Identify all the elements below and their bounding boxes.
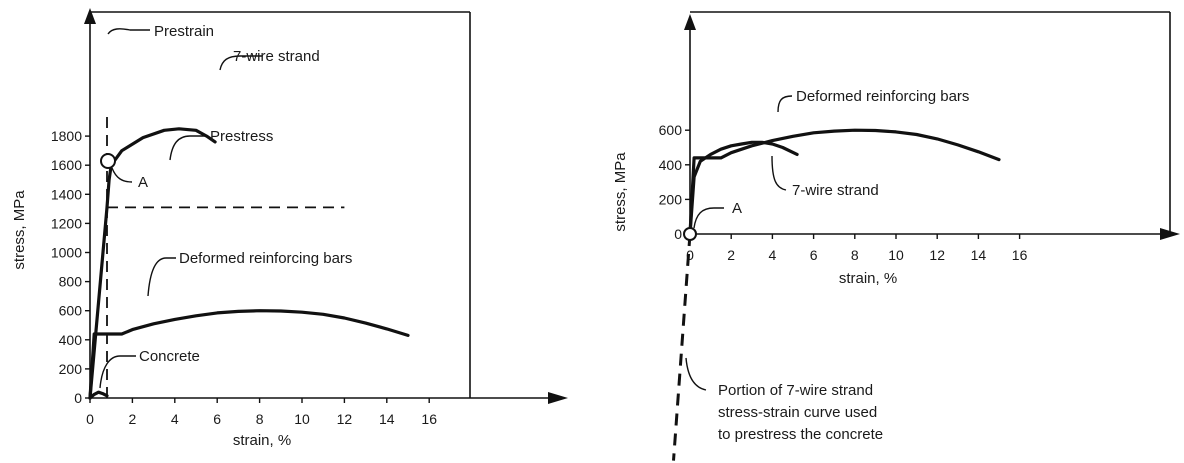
c1-y-axis-arrow <box>84 8 96 24</box>
c1-point-a-marker <box>100 153 116 169</box>
c2-label-portion-1: Portion of 7-wire strand <box>718 382 873 399</box>
y-tick-label: 1600 <box>51 157 82 173</box>
y-tick-label: 0 <box>74 390 82 406</box>
x-tick-label: 2 <box>129 411 137 427</box>
c2-y-ticks: 0 200 400 600 <box>659 122 690 242</box>
c1-x-ticks: 0 2 4 6 8 10 12 14 16 <box>86 398 437 427</box>
c1-label-a: A <box>138 174 148 191</box>
x-tick-label: 8 <box>851 247 859 263</box>
c1-leader-concrete <box>99 355 136 389</box>
x-tick-label: 8 <box>256 411 264 427</box>
c2-label-portion-3: to prestress the concrete <box>718 426 883 443</box>
c1-x-axis-label: strain, % <box>233 432 291 449</box>
c2-point-a-marker <box>683 227 697 241</box>
c2-leader-a <box>693 207 724 229</box>
c1-x-axis-arrow <box>548 392 568 404</box>
x-tick-label: 4 <box>171 411 179 427</box>
c1-label-prestrain: Prestrain <box>154 23 214 40</box>
x-tick-label: 12 <box>337 411 353 427</box>
c1-leader-prestress <box>169 135 205 161</box>
x-tick-label: 2 <box>727 247 735 263</box>
x-tick-label: 14 <box>971 247 987 263</box>
y-tick-label: 1000 <box>51 245 82 261</box>
c1-label-7wire: 7-wire strand <box>233 48 320 65</box>
c2-label-portion-2: stress-strain curve used <box>718 404 877 421</box>
y-tick-label: 600 <box>659 122 683 138</box>
right-chart: 0 200 400 600 0 2 4 6 8 10 12 14 16 stress, MPa str… <box>612 11 1180 461</box>
c1-leader-a <box>111 167 133 183</box>
c1-leader-7wire <box>219 55 262 71</box>
c1-label-bars: Deformed reinforcing bars <box>179 250 352 267</box>
c2-leader-bars <box>777 95 793 113</box>
c1-label-prestress: Prestress <box>210 128 273 145</box>
y-tick-label: 400 <box>659 157 683 173</box>
c2-leader-7wire <box>771 155 787 191</box>
left-chart: 0 200 400 600 800 1000 1200 1400 1600 1800 0 2 4 6 8 1… <box>11 8 568 449</box>
y-tick-label: 200 <box>59 361 83 377</box>
y-tick-label: 800 <box>59 274 83 290</box>
x-tick-label: 4 <box>769 247 777 263</box>
c2-series-group <box>672 128 1001 461</box>
c1-leader-prestrain <box>107 28 150 35</box>
c1-series-deformed-reinforcing-bars <box>88 309 410 400</box>
c1-series-concrete <box>88 390 109 400</box>
c2-x-axis-arrow <box>1160 228 1180 240</box>
y-tick-label: 1200 <box>51 215 82 231</box>
c2-series-deformed-reinforcing-bars <box>688 128 1001 236</box>
c2-series-7-wire-strand <box>688 140 799 236</box>
x-tick-label: 14 <box>379 411 395 427</box>
x-tick-label: 12 <box>929 247 945 263</box>
c1-y-ticks: 0 200 400 600 800 1000 1200 1400 1600 1800 <box>51 128 90 406</box>
y-tick-label: 1800 <box>51 128 82 144</box>
c1-y-axis-label: stress, MPa <box>11 190 28 270</box>
c1-label-concrete: Concrete <box>139 348 200 365</box>
x-tick-label: 16 <box>421 411 437 427</box>
c2-label-a: A <box>732 200 742 217</box>
y-tick-label: 0 <box>674 226 682 242</box>
c1-series-7-wire-strand <box>88 127 217 400</box>
x-tick-label: 16 <box>1012 247 1028 263</box>
c2-x-ticks: 0 2 4 6 8 10 12 14 16 <box>686 234 1028 263</box>
x-tick-label: 0 <box>686 247 694 263</box>
c2-x-axis-label: strain, % <box>839 270 897 287</box>
x-tick-label: 6 <box>810 247 818 263</box>
c2-y-axis-arrow <box>684 14 696 30</box>
c2-series-portion-of-7-wire-strand-stress-strain-c <box>672 233 692 461</box>
c2-leader-portion <box>685 357 707 391</box>
y-tick-label: 400 <box>59 332 83 348</box>
c2-label-7wire: 7-wire strand <box>792 182 879 199</box>
c1-leader-bars <box>147 257 176 297</box>
y-tick-label: 600 <box>59 303 83 319</box>
x-tick-label: 10 <box>294 411 310 427</box>
x-tick-label: 0 <box>86 411 94 427</box>
x-tick-label: 6 <box>213 411 221 427</box>
y-tick-label: 1400 <box>51 186 82 202</box>
x-tick-label: 10 <box>888 247 904 263</box>
c2-label-bars: Deformed reinforcing bars <box>796 88 969 105</box>
c2-y-axis-label: stress, MPa <box>612 152 629 232</box>
y-tick-label: 200 <box>659 191 683 207</box>
